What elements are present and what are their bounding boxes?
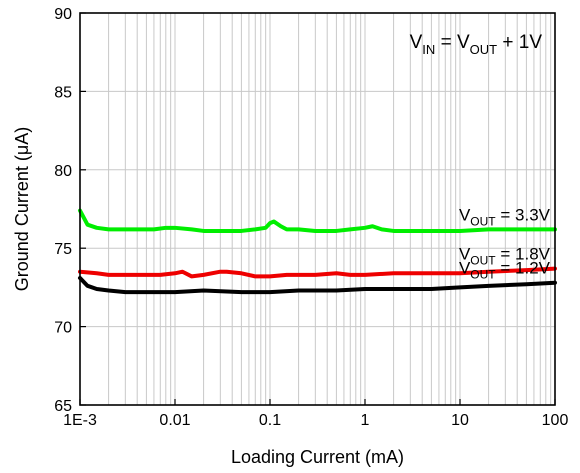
series-label-tail: = 1.2V: [496, 259, 551, 278]
series-label-main: V: [459, 245, 471, 264]
cond-v2: V: [457, 32, 470, 53]
series-label-2: VOUT = 1.2V: [459, 259, 551, 282]
y-tick-label: 65: [54, 398, 72, 415]
series-label-0: VOUT = 3.3V: [459, 205, 551, 228]
series-group: [78, 208, 557, 295]
cond-eq: =: [435, 32, 457, 53]
series-label-tail: = 1.8V: [496, 245, 551, 264]
y-label-prefix: Ground Current (: [12, 155, 32, 291]
series-label-sub: OUT: [470, 254, 496, 268]
y-label-mu: μ: [12, 145, 32, 155]
x-tick-label: 100: [542, 412, 569, 429]
y-label-suffix: A): [12, 127, 32, 145]
x-tick-label: 1: [361, 412, 370, 429]
cond-v2-sub: OUT: [470, 42, 498, 57]
plot-frame: [79, 12, 556, 406]
x-tick-label: 0.01: [159, 412, 190, 429]
series-label-sub: OUT: [470, 214, 496, 228]
x-tick-label: 0.1: [259, 412, 281, 429]
cond-tail: + 1V: [497, 32, 542, 53]
x-axis-label: Loading Current (mA): [231, 447, 404, 467]
series-label-main: V: [459, 259, 471, 278]
y-tick-label: 70: [54, 320, 72, 337]
series-label-sub: OUT: [470, 268, 496, 282]
series-line-2: [78, 275, 557, 295]
cond-v1: V: [410, 32, 423, 53]
series-label-1: VOUT = 1.8V: [459, 245, 551, 268]
y-tick-label: 75: [54, 241, 72, 258]
x-tick-label: 1E-3: [63, 412, 97, 429]
y-tick-label: 90: [54, 6, 72, 23]
condition-annotation: VIN = VOUT + 1V: [410, 32, 543, 57]
grid: [79, 12, 555, 406]
ticks: 1E-3 0.01 0.1 1 10 100 65 70 75 80 85 90: [54, 6, 568, 429]
series-label-main: V: [459, 205, 471, 224]
series-label-tail: = 3.3V: [496, 205, 551, 224]
x-tick-label: 10: [451, 412, 469, 429]
y-axis-label: Ground Current (μA): [12, 127, 32, 291]
cond-v1-sub: IN: [422, 42, 435, 57]
series-line-1: [78, 266, 557, 279]
y-tick-label: 85: [54, 84, 72, 101]
series-line-0: [78, 208, 557, 233]
y-tick-label: 80: [54, 163, 72, 180]
